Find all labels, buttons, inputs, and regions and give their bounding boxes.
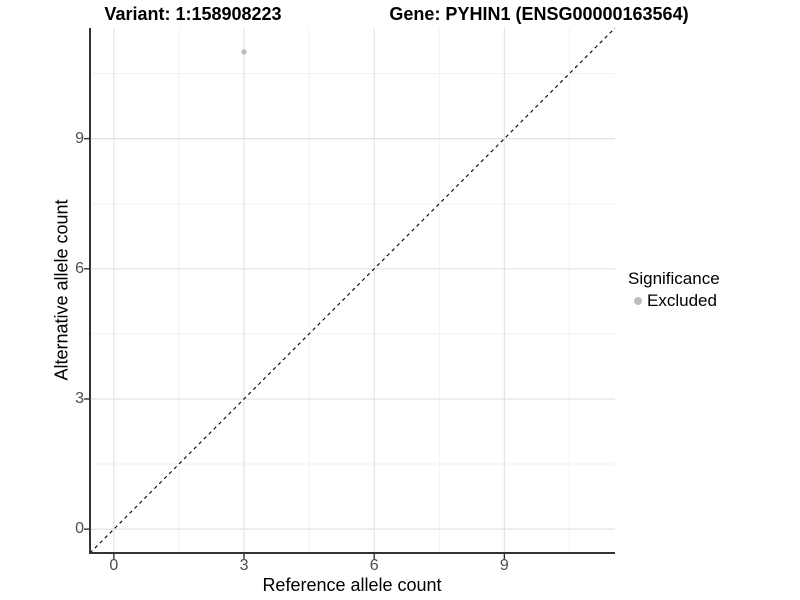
legend-title: Significance xyxy=(628,269,720,288)
x-tick-label: 9 xyxy=(499,557,509,574)
legend: Significance Excluded xyxy=(628,269,720,311)
y-tick-label: 3 xyxy=(75,389,84,407)
identity-dashed-line xyxy=(89,27,616,554)
plot-title-variant: Variant: 1:158908223 xyxy=(104,4,282,24)
legend-item-excluded: Excluded xyxy=(628,291,720,311)
y-tick-label: 6 xyxy=(75,259,84,277)
y-axis-title: Alternative allele count xyxy=(51,199,72,381)
y-tick-label: 0 xyxy=(75,520,84,538)
y-tick-label: 9 xyxy=(75,129,84,147)
data-point xyxy=(241,49,247,55)
x-axis-title: Reference allele count xyxy=(262,575,442,595)
x-tick-label: 3 xyxy=(239,557,249,574)
legend-item-label: Excluded xyxy=(647,291,717,310)
x-tick-label: 6 xyxy=(369,557,379,574)
x-tick-label: 0 xyxy=(109,557,119,574)
plot-title-gene: Gene: PYHIN1 (ENSG00000163564) xyxy=(389,4,689,24)
legend-key-dot xyxy=(634,297,642,305)
